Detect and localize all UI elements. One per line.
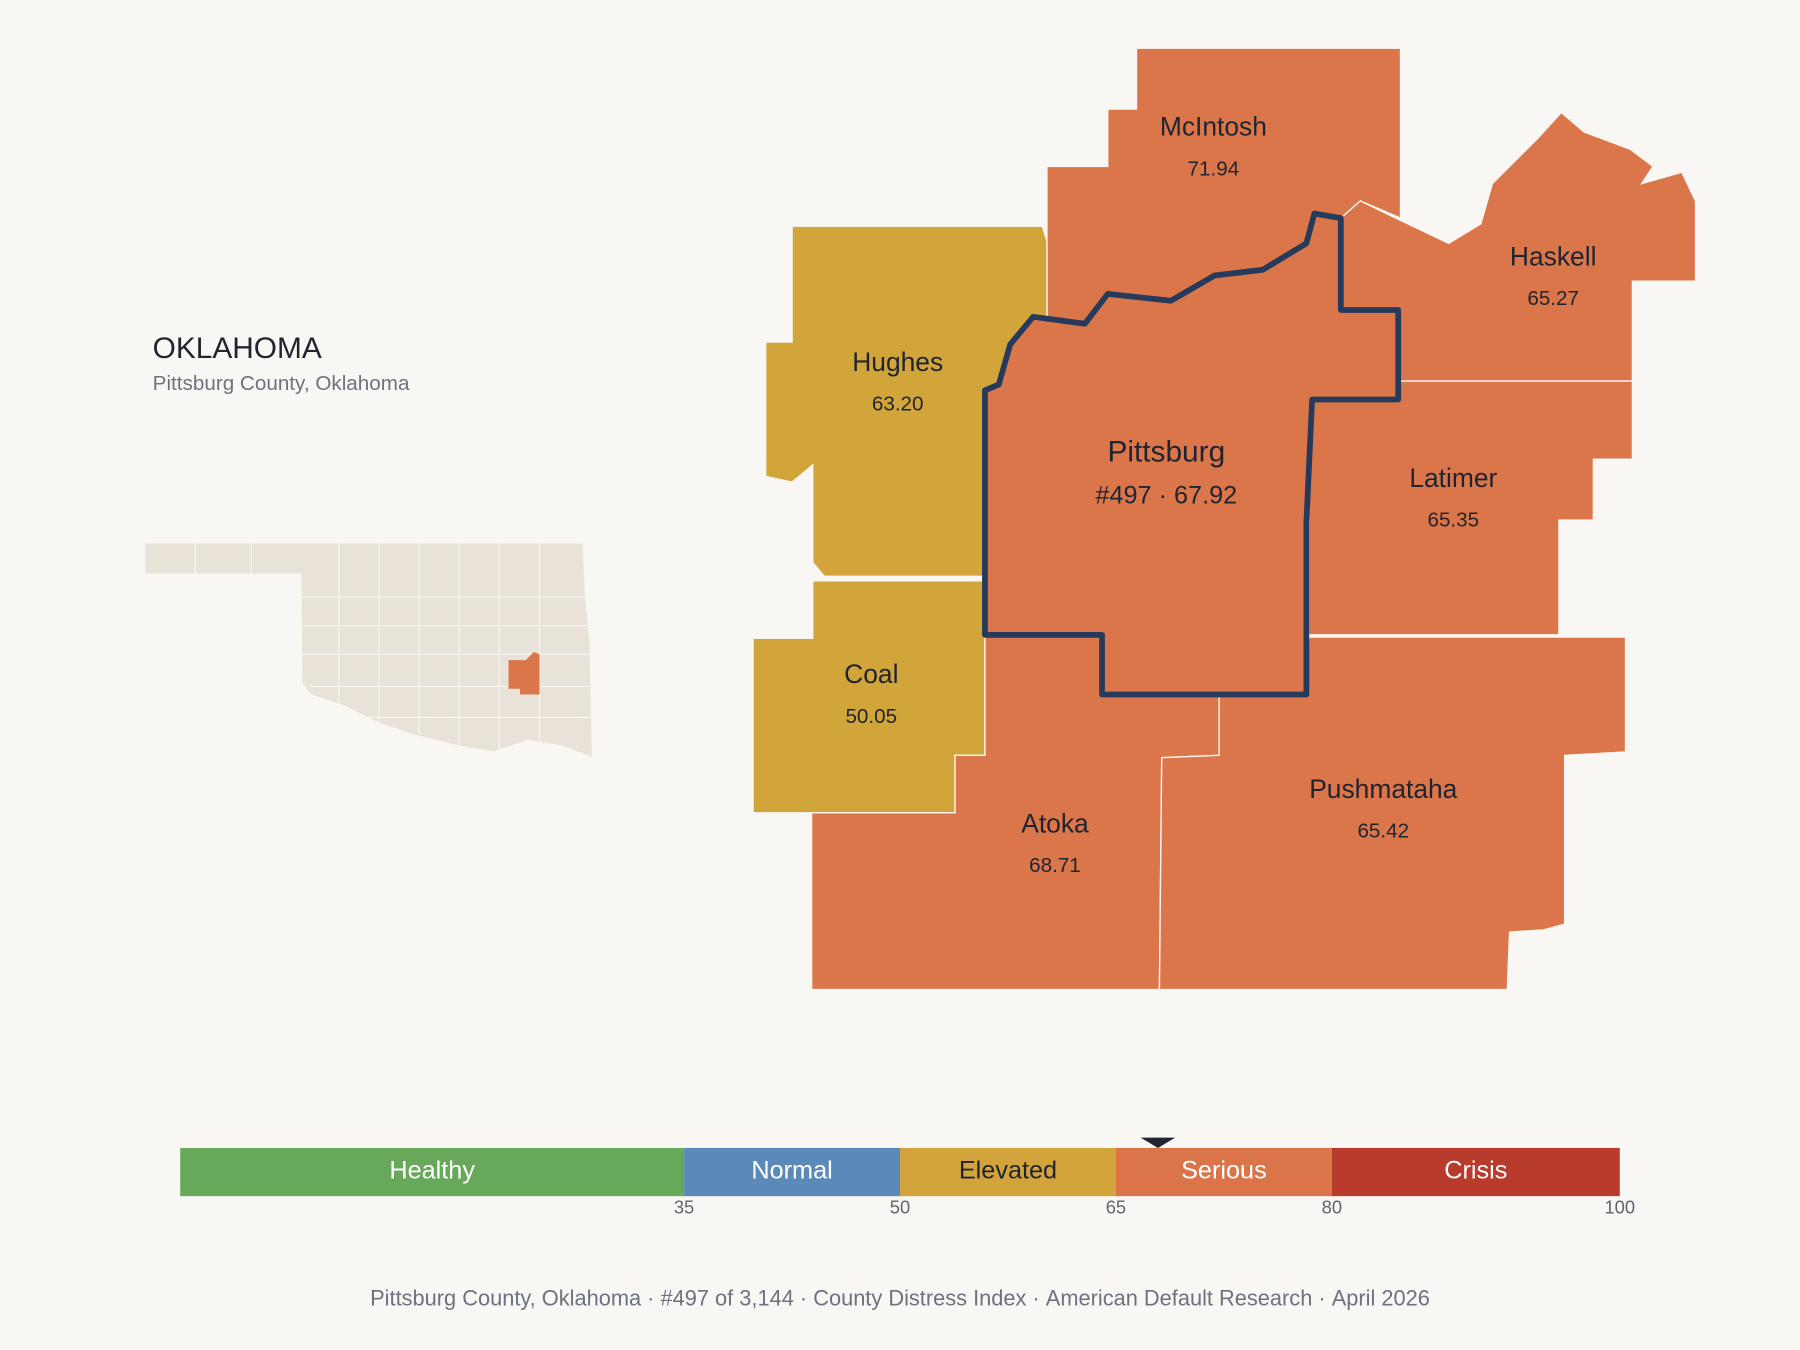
score-marker xyxy=(1140,1137,1176,1148)
county-value: 65.42 xyxy=(1357,820,1409,843)
county-name: Pittsburg xyxy=(1107,435,1225,468)
scale-band xyxy=(900,1147,1116,1197)
county-value: #497 · 67.92 xyxy=(1095,482,1237,510)
county-value: 50.05 xyxy=(845,705,897,728)
band-label: Crisis xyxy=(1444,1157,1507,1185)
footer-item: #497 of 3,144 xyxy=(661,1285,794,1310)
separator: · xyxy=(641,1285,660,1310)
county-value: 68.71 xyxy=(1029,854,1081,877)
county-map: McIntosh 71.94 Haskell 65.27 Hughes 63.2… xyxy=(752,47,1697,991)
title: OKLAHOMA xyxy=(153,332,322,365)
state-inset xyxy=(144,542,593,759)
state-shape xyxy=(144,542,593,759)
tick-label: 65 xyxy=(1106,1197,1126,1218)
tick-label: 100 xyxy=(1604,1197,1635,1218)
tick-label: 35 xyxy=(674,1197,694,1218)
county-name: Atoka xyxy=(1021,808,1089,838)
footer-item: Pittsburg County, Oklahoma xyxy=(370,1285,642,1310)
county-name: McIntosh xyxy=(1160,112,1267,142)
county-value: 71.94 xyxy=(1188,157,1240,180)
county-value: 65.27 xyxy=(1527,287,1579,310)
inset-county-lines xyxy=(194,542,592,752)
scale-band xyxy=(1331,1147,1620,1197)
footer-item: American Default Research xyxy=(1046,1285,1313,1310)
separator: · xyxy=(794,1285,813,1310)
scale-band xyxy=(684,1147,900,1197)
band-label: Normal xyxy=(751,1157,832,1185)
county-name: Coal xyxy=(844,659,898,689)
county-name: Latimer xyxy=(1409,463,1497,493)
county-value: 65.35 xyxy=(1427,509,1479,532)
footer-item: County Distress Index xyxy=(813,1285,1026,1310)
county-name: Pushmataha xyxy=(1309,774,1457,804)
selected-outline xyxy=(982,210,1402,698)
subtitle: Pittsburg County, Oklahoma xyxy=(153,372,410,395)
tick-label: 80 xyxy=(1322,1197,1342,1218)
scale-band xyxy=(1115,1147,1332,1197)
tick-label: 50 xyxy=(890,1197,910,1218)
band-label: Serious xyxy=(1181,1157,1267,1185)
distress-scale: Healthy Normal Elevated Serious Crisis 35 50 65… xyxy=(180,1137,1635,1218)
county-name: Haskell xyxy=(1510,241,1597,271)
separator: · xyxy=(1026,1285,1045,1310)
county-value: 63.20 xyxy=(872,393,924,416)
county-shape xyxy=(1158,636,1627,991)
footer-item: April 2026 xyxy=(1332,1285,1430,1310)
separator: · xyxy=(1312,1285,1331,1310)
scale-band xyxy=(180,1147,685,1197)
band-label: Healthy xyxy=(389,1157,475,1185)
band-label: Elevated xyxy=(959,1157,1057,1185)
inset-highlight xyxy=(508,652,540,695)
county-shape xyxy=(752,580,986,814)
county-name: Hughes xyxy=(852,347,943,377)
footer: Pittsburg County, Oklahoma · #497 of 3,1… xyxy=(370,1285,1430,1310)
